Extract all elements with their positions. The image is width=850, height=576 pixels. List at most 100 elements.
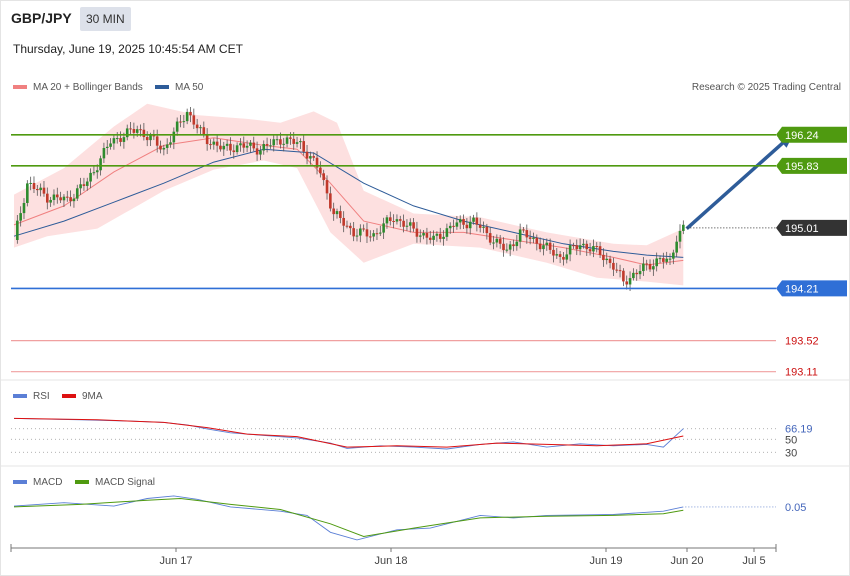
candle-body	[408, 222, 412, 226]
candle	[665, 251, 668, 265]
candle-body	[652, 266, 655, 270]
candle-body	[302, 141, 306, 152]
candle	[85, 177, 89, 191]
candle-body	[425, 233, 429, 238]
candle	[545, 238, 549, 251]
candle-body	[678, 230, 682, 242]
candle	[302, 135, 306, 156]
candle	[305, 144, 309, 165]
candle	[72, 193, 76, 208]
candle-body	[355, 235, 359, 237]
candle-body	[582, 243, 585, 246]
candle	[388, 211, 392, 226]
price-level-tag	[776, 157, 847, 174]
candle	[335, 208, 339, 219]
candle	[275, 134, 279, 146]
candle-body	[485, 226, 489, 234]
candle	[215, 135, 219, 153]
candle-body	[235, 145, 239, 153]
legend-rsi-ma-label: 9MA	[82, 391, 103, 402]
candle-body	[55, 194, 59, 198]
candle-body	[245, 145, 249, 148]
candle-body	[339, 211, 342, 218]
candle	[105, 140, 109, 155]
candle-body	[638, 271, 642, 275]
candle	[478, 217, 482, 233]
candle	[562, 251, 565, 266]
candle	[332, 202, 335, 221]
candle-body	[132, 128, 136, 133]
candle-body	[65, 196, 69, 198]
legend-rsi-ma-swatch	[62, 394, 76, 398]
candle-body	[319, 167, 322, 174]
forecast-arrow-shaft	[685, 133, 794, 230]
candle	[552, 243, 555, 263]
candle	[662, 252, 665, 269]
candle	[508, 240, 512, 257]
candle-body	[438, 233, 442, 239]
candle	[595, 242, 599, 253]
candle	[372, 229, 375, 242]
candle-body	[46, 193, 49, 203]
candle-body	[468, 221, 472, 229]
interval-badge[interactable]: 30 MIN	[80, 7, 131, 31]
candle	[448, 222, 452, 234]
rsi-ma-line	[13, 417, 684, 448]
candle	[485, 223, 489, 240]
rsi-tick-label: 30	[785, 447, 797, 459]
candle	[522, 226, 525, 233]
candle	[582, 238, 585, 249]
candle	[155, 129, 159, 153]
candle	[109, 138, 112, 150]
bollinger-band-area	[14, 103, 684, 286]
candle	[605, 252, 609, 265]
candle	[65, 190, 69, 202]
candle-body	[375, 233, 379, 235]
candle	[492, 235, 495, 250]
candle	[185, 108, 189, 125]
candle-body	[388, 217, 392, 221]
candle	[568, 239, 572, 262]
candle-body	[129, 128, 132, 130]
candle-body	[312, 156, 315, 158]
candle	[365, 222, 369, 243]
price-level-tag	[776, 219, 847, 236]
legend-ma50-swatch	[155, 85, 169, 89]
candle	[172, 127, 176, 150]
candle-body	[532, 237, 535, 239]
candle	[49, 196, 52, 207]
candle	[92, 165, 96, 176]
candle	[59, 191, 62, 204]
candle-body	[359, 228, 362, 236]
candle-body	[125, 128, 129, 138]
candle-body	[165, 144, 169, 148]
legend-macd-label: MACD	[33, 477, 62, 488]
candle	[598, 241, 602, 258]
candle	[442, 230, 445, 246]
candle	[262, 140, 266, 155]
candle	[535, 234, 539, 251]
candle-body	[398, 219, 402, 221]
candle-body	[672, 252, 675, 259]
price-level-value: 193.52	[785, 336, 819, 348]
candle	[379, 225, 382, 236]
candle	[505, 243, 509, 253]
candle-body	[562, 256, 565, 260]
candle-body	[99, 158, 102, 171]
candle-body	[342, 217, 345, 226]
candle	[532, 232, 535, 244]
candle-body	[565, 254, 569, 260]
candle	[132, 122, 136, 139]
candle-body	[182, 121, 186, 123]
candle	[428, 230, 432, 244]
candle-body	[16, 220, 19, 240]
candle-body	[22, 202, 26, 214]
time-tick-label: Jun 18	[374, 555, 407, 567]
candle	[322, 169, 325, 186]
candle-body	[255, 148, 259, 155]
candle	[245, 140, 249, 153]
candle	[482, 221, 485, 234]
candle	[558, 250, 562, 264]
candle	[518, 223, 522, 249]
